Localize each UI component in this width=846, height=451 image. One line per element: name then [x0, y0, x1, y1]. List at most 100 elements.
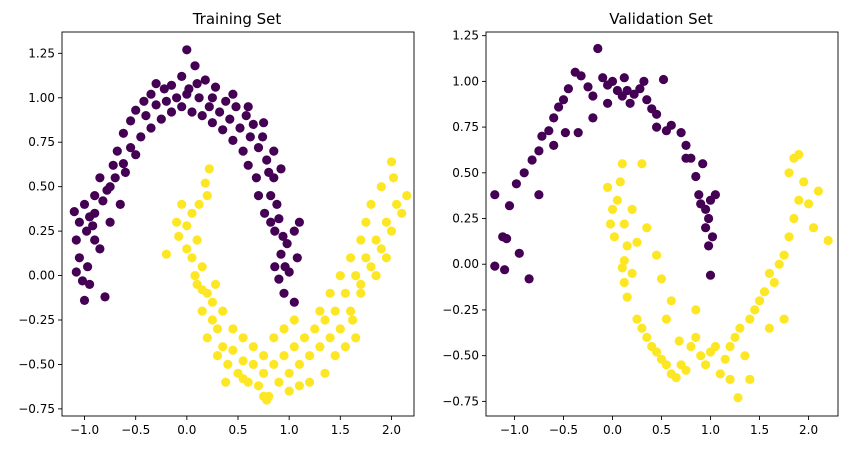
validation-class-0-point: [698, 159, 708, 169]
training-class-0-point: [294, 217, 304, 227]
training-class-1-point: [346, 306, 356, 316]
training-class-0-point: [266, 217, 276, 227]
training-class-0-point: [77, 276, 88, 286]
training-class-0-point: [289, 297, 299, 307]
training-class-0-point: [136, 132, 146, 142]
training-class-1-point: [210, 279, 221, 289]
validation-class-1-point: [740, 351, 750, 361]
training-class-0-point: [190, 61, 200, 71]
validation-class-0-point: [549, 113, 559, 123]
training-class-1-point: [212, 351, 223, 361]
training-class-0-point: [118, 159, 128, 169]
validation-class-0-point: [583, 82, 593, 92]
training-y-tick-label: 1.00: [28, 91, 55, 105]
training-class-0-point: [177, 71, 187, 81]
validation-class-1-point: [622, 241, 632, 251]
training-class-1-point: [279, 351, 289, 361]
validation-class-0-point: [652, 109, 662, 119]
training-class-0-point: [90, 191, 100, 201]
training-class-1-point: [238, 356, 248, 366]
training-class-0-point: [118, 128, 128, 138]
training-class-0-point: [200, 75, 210, 85]
training-class-0-point: [241, 111, 251, 121]
validation-class-1-point: [789, 213, 799, 224]
validation-class-0-point: [534, 146, 544, 156]
validation-class-0-point: [576, 71, 586, 81]
training-class-0-point: [71, 267, 81, 277]
training-class-1-point: [248, 342, 258, 352]
validation-class-1-point: [779, 250, 789, 260]
validation-class-0-point: [560, 128, 571, 138]
validation-class-0-point: [652, 122, 662, 132]
training-class-1-point: [340, 342, 350, 352]
training-class-1-point: [223, 359, 233, 369]
training-class-0-point: [221, 96, 231, 106]
training-class-1-point: [289, 342, 299, 352]
validation-class-0-point: [622, 85, 632, 96]
validation-class-1-point: [632, 314, 642, 324]
training-class-1-point: [284, 386, 294, 396]
training-class-1-point: [161, 249, 171, 259]
training-y-tick-label: 1.25: [28, 46, 55, 60]
training-class-0-point: [85, 279, 95, 289]
training-class-0-point: [269, 173, 279, 183]
validation-class-0-point: [629, 89, 639, 99]
training-class-0-point: [210, 82, 221, 92]
validation-class-1-point: [619, 256, 629, 266]
training-class-0-point: [74, 217, 84, 227]
training-class-0-point: [289, 226, 299, 236]
validation-y-tick-label: −0.50: [442, 349, 479, 363]
validation-class-1-point: [656, 274, 667, 284]
training-class-1-point: [330, 306, 340, 316]
training-class-1-point: [248, 359, 258, 369]
training-class-0-point: [105, 217, 115, 227]
training-class-1-point: [182, 221, 192, 231]
validation-class-1-point: [661, 314, 672, 324]
training-class-1-point: [238, 374, 248, 384]
validation-class-1-point: [627, 204, 637, 214]
validation-class-1-point: [637, 323, 647, 333]
training-y-tick-label: 0.25: [28, 224, 55, 238]
validation-class-1-point: [764, 268, 775, 278]
training-class-0-point: [79, 295, 90, 305]
validation-class-1-point: [784, 168, 794, 178]
training-class-1-point: [356, 279, 366, 289]
training-class-1-point: [269, 333, 279, 343]
training-class-1-point: [305, 351, 315, 361]
validation-class-0-point: [676, 128, 686, 138]
validation-x-tick-label: 1.0: [701, 423, 720, 437]
training-class-1-point: [335, 324, 345, 334]
validation-class-1-point: [605, 219, 616, 229]
training-class-1-point: [381, 253, 391, 263]
training-class-0-point: [151, 79, 161, 89]
training-class-0-point: [100, 292, 110, 302]
training-class-1-point: [315, 306, 325, 316]
validation-y-tick-label: 0.75: [452, 120, 479, 134]
training-class-1-point: [174, 231, 184, 241]
training-class-0-point: [243, 160, 253, 170]
training-class-0-point: [159, 84, 169, 94]
training-class-0-point: [243, 102, 253, 112]
training-class-0-point: [251, 173, 261, 183]
validation-class-1-point: [808, 223, 819, 233]
training-class-1-point: [212, 324, 223, 334]
validation-class-0-point: [588, 113, 598, 123]
training-class-0-point: [269, 146, 279, 156]
training-class-0-point: [245, 132, 255, 142]
training-class-0-point: [192, 79, 202, 89]
training-class-0-point: [228, 89, 238, 99]
validation-class-1-point: [666, 296, 676, 306]
training-class-1-point: [340, 288, 350, 298]
validation-class-0-point: [607, 76, 618, 86]
training-class-0-point: [253, 191, 264, 201]
training-class-0-point: [146, 123, 156, 133]
validation-class-0-point: [707, 232, 718, 242]
validation-class-1-point: [725, 341, 735, 352]
training-class-1-point: [388, 173, 399, 183]
training-class-0-point: [139, 96, 149, 106]
training-class-1-point: [299, 333, 310, 343]
training-class-1-point: [371, 235, 381, 245]
validation-set-panel: Validation Set −1.0 −0.5 0.0 0.5 1.0 1.5 2.0 −0…: [442, 10, 839, 437]
validation-class-0-point: [558, 95, 569, 105]
training-class-1-point: [320, 368, 330, 378]
